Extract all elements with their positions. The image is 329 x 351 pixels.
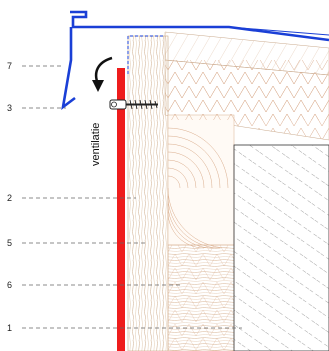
masonry-wall bbox=[233, 144, 329, 351]
callout-6: 6 bbox=[7, 280, 13, 290]
insulation-upper bbox=[168, 60, 329, 120]
callout-2: 2 bbox=[7, 193, 13, 203]
wood-batten bbox=[127, 35, 169, 351]
ventilation-arrow-icon bbox=[92, 56, 113, 92]
red-cladding bbox=[117, 68, 125, 351]
fastener-screw bbox=[109, 99, 158, 110]
leader-lines bbox=[22, 65, 242, 329]
callout-7: 7 bbox=[7, 61, 13, 71]
blue-flashing bbox=[61, 10, 329, 110]
wall-plate bbox=[167, 114, 235, 249]
callout-1: 1 bbox=[7, 323, 13, 333]
ventilation-label: ventilatie bbox=[90, 122, 102, 166]
callout-3: 3 bbox=[7, 103, 13, 113]
insulation-lower bbox=[168, 245, 234, 351]
callout-5: 5 bbox=[7, 238, 13, 248]
